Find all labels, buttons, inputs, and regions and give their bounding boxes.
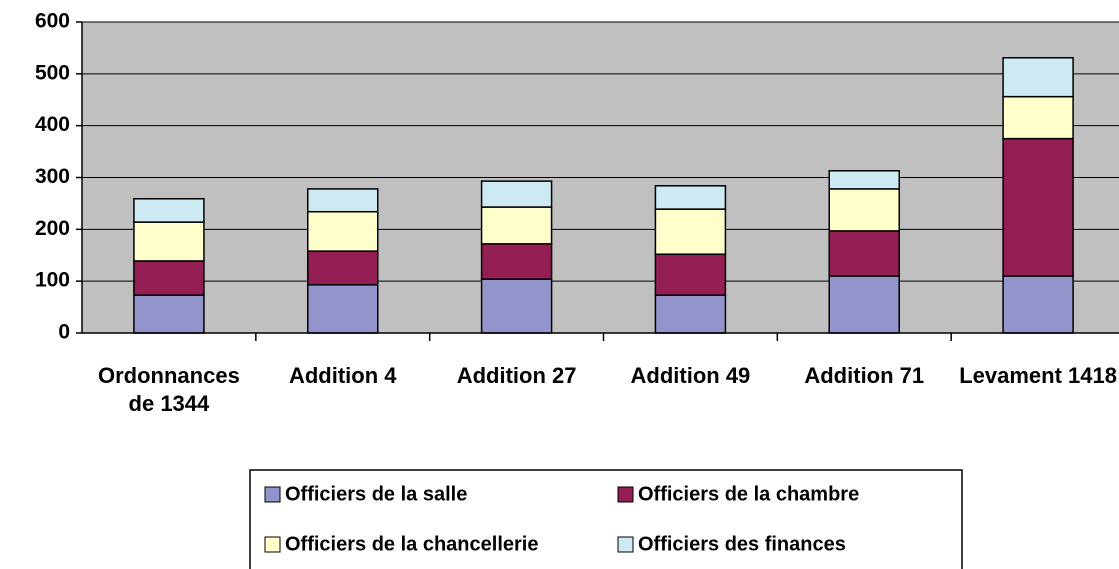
bar-segment — [307, 250, 379, 286]
bar-segment — [654, 253, 727, 296]
bar-segment — [480, 278, 553, 334]
x-tick-label: Addition 4 — [288, 363, 397, 388]
legend-label: Officiers de la chambre — [638, 483, 859, 505]
legend-swatch — [617, 486, 634, 503]
bar-segment — [480, 243, 553, 280]
bar-segment — [1002, 57, 1074, 98]
legend-swatch — [264, 486, 281, 503]
bar-segment — [828, 188, 900, 232]
bar-segment — [828, 170, 900, 190]
y-tick-label: 0 — [58, 321, 70, 344]
x-tick-label: Ordonnances de 1344 — [98, 363, 240, 416]
x-tick-label: Addition 49 — [630, 363, 751, 388]
bar-segment — [133, 198, 205, 223]
bar-segment — [1002, 137, 1074, 277]
y-tick-label: 200 — [35, 217, 70, 240]
bar-segment — [307, 188, 379, 213]
y-tick-label: 300 — [35, 165, 70, 188]
bar-segment — [307, 284, 379, 334]
y-tick-label: 100 — [35, 269, 70, 292]
bar-segment — [133, 294, 205, 334]
bar-segment — [654, 185, 727, 210]
legend-label: Officiers des finances — [638, 533, 846, 555]
bar-segment — [480, 180, 553, 208]
bar-segment — [480, 206, 553, 245]
bar-segment — [1002, 95, 1074, 140]
legend-swatch — [617, 536, 634, 553]
bar-segment — [1002, 275, 1074, 334]
bar-segment — [654, 208, 727, 255]
bar-segment — [133, 221, 205, 262]
y-tick-label: 400 — [35, 113, 70, 136]
bar-segment — [307, 210, 379, 252]
legend-box — [249, 469, 963, 569]
bar-segment — [828, 230, 900, 277]
bar-segment — [654, 294, 727, 334]
x-tick-label: Addition 27 — [456, 363, 577, 388]
legend-label: Officiers de la chancellerie — [285, 533, 538, 555]
bar-segment — [828, 275, 900, 334]
legend-swatch — [264, 536, 281, 553]
x-tick-label: Addition 71 — [804, 363, 925, 388]
y-tick-label: 500 — [35, 61, 70, 84]
bar-segment — [133, 260, 205, 296]
x-tick-label: Levament 1418 — [959, 363, 1117, 388]
y-tick-label: 600 — [35, 10, 70, 33]
legend-label: Officiers de la salle — [285, 483, 467, 505]
